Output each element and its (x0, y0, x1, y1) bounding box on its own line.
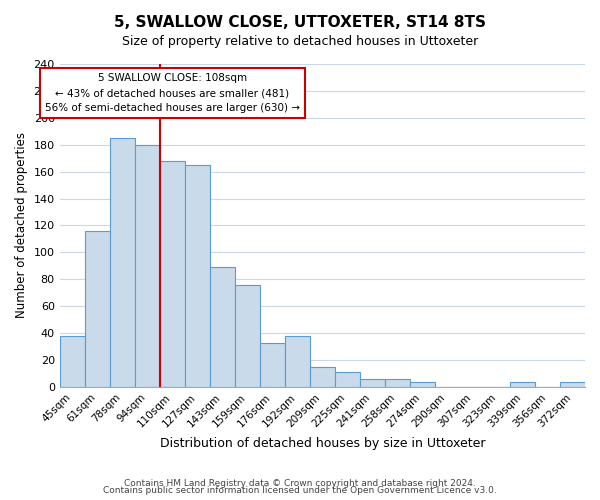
X-axis label: Distribution of detached houses by size in Uttoxeter: Distribution of detached houses by size … (160, 437, 485, 450)
Bar (285, 336, 310, 387)
Text: Contains public sector information licensed under the Open Government Licence v3: Contains public sector information licen… (103, 486, 497, 495)
Text: 5 SWALLOW CLOSE: 108sqm
← 43% of detached houses are smaller (481)
56% of semi-d: 5 SWALLOW CLOSE: 108sqm ← 43% of detache… (45, 74, 300, 113)
Bar (185, 165, 210, 387)
Bar (235, 284, 260, 387)
Bar (335, 372, 360, 387)
Bar (560, 382, 585, 387)
Y-axis label: Number of detached properties: Number of detached properties (15, 132, 28, 318)
Bar (135, 144, 160, 387)
Text: Contains HM Land Registry data © Crown copyright and database right 2024.: Contains HM Land Registry data © Crown c… (124, 478, 476, 488)
Bar (510, 382, 535, 387)
Bar (160, 161, 185, 387)
Bar (260, 342, 285, 387)
Bar (210, 267, 235, 387)
Text: Size of property relative to detached houses in Uttoxeter: Size of property relative to detached ho… (122, 35, 478, 48)
Bar (360, 379, 385, 387)
Bar (410, 382, 435, 387)
Bar (310, 367, 335, 387)
Bar (110, 138, 135, 387)
Text: 5, SWALLOW CLOSE, UTTOXETER, ST14 8TS: 5, SWALLOW CLOSE, UTTOXETER, ST14 8TS (114, 15, 486, 30)
Bar (59, 336, 85, 387)
Bar (85, 231, 110, 387)
Bar (385, 379, 410, 387)
